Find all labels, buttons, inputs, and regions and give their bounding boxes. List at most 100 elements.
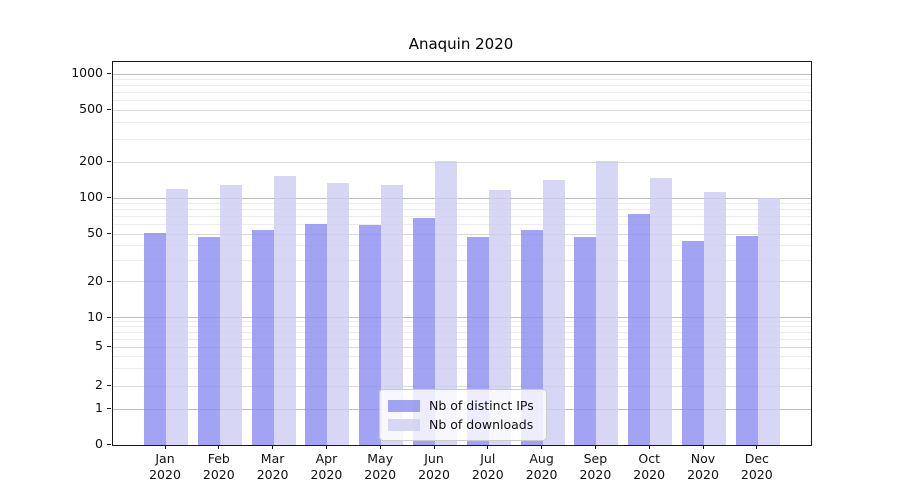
y-tick-label-1: 1: [95, 400, 103, 415]
gridline-y-30: [113, 259, 811, 261]
y-tick-label-200: 200: [79, 153, 103, 169]
bar-downloads-aug-2020: [542, 179, 565, 445]
gridline-y-900: [113, 79, 811, 81]
bar-distinct-ips-may-2020: [359, 225, 382, 445]
gridline-y-70: [113, 216, 811, 218]
gridline-y-20: [113, 281, 811, 282]
gridline-y-600: [113, 100, 811, 102]
gridline-y-9: [113, 321, 811, 323]
gridline-y-40: [113, 245, 811, 247]
bar-distinct-ips-oct-2020: [628, 213, 651, 445]
y-tick-label-500: 500: [79, 101, 103, 117]
x-tick-may: [379, 445, 381, 449]
bar-downloads-mar-2020: [273, 176, 296, 445]
x-tick-label-oct-2020: Oct 2020: [633, 451, 666, 482]
bar-distinct-ips-jan-2020: [144, 232, 166, 445]
bar-downloads-dec-2020: [757, 198, 780, 445]
gridline-y-8: [113, 326, 811, 328]
x-tick-jun: [433, 445, 435, 449]
gridline-y-400: [113, 122, 811, 124]
legend-item-distinct-ips: Nb of distinct IPs: [388, 396, 537, 415]
legend-label-downloads: Nb of downloads: [429, 417, 534, 432]
gridline-y-4: [113, 355, 811, 357]
x-tick-nov: [702, 445, 704, 449]
x-tick-label-nov-2020: Nov 2020: [687, 451, 719, 482]
x-tick-dec: [756, 445, 758, 449]
x-tick-feb: [218, 445, 220, 449]
y-tick-20: [107, 280, 111, 282]
x-tick-jan: [164, 445, 166, 449]
legend-label-distinct-ips: Nb of distinct IPs: [429, 398, 534, 413]
y-tick-label-10: 10: [87, 308, 103, 324]
x-tick-mar: [272, 445, 274, 449]
bar-distinct-ips-nov-2020: [682, 240, 704, 445]
x-tick-label-may-2020: May 2020: [364, 451, 397, 482]
gridline-y-200: [113, 161, 811, 163]
legend-swatch-distinct-ips: [388, 399, 420, 412]
bar-downloads-jan-2020: [166, 189, 188, 445]
x-tick-label-aug-2020: Aug 2020: [525, 451, 558, 482]
bar-downloads-sep-2020: [596, 160, 619, 445]
gridline-y-50: [113, 233, 811, 235]
gridline-y-2: [113, 385, 811, 387]
x-tick-oct: [648, 445, 650, 449]
x-tick-label-jul-2020: Jul 2020: [471, 451, 504, 482]
gridline-y-300: [113, 138, 811, 140]
x-tick-label-dec-2020: Dec 2020: [740, 451, 773, 482]
x-tick-label-sep-2020: Sep 2020: [579, 451, 612, 482]
y-tick-10: [107, 316, 111, 318]
bar-downloads-nov-2020: [704, 191, 726, 445]
gridline-y-60: [113, 224, 811, 226]
bar-downloads-may-2020: [381, 185, 404, 445]
plot-area: Nb of distinct IPs Nb of downloads: [112, 61, 812, 446]
y-tick-1000: [107, 73, 111, 75]
x-tick-sep: [594, 445, 596, 449]
y-tick-0: [107, 444, 111, 445]
y-tick-label-0: 0: [95, 436, 103, 451]
chart-title: Anaquin 2020: [408, 35, 514, 53]
gridline-y-100: [113, 197, 811, 199]
x-tick-jul: [487, 445, 489, 449]
gridline-y-80: [113, 209, 811, 211]
y-tick-5: [107, 346, 111, 347]
gridline-y-7: [113, 332, 811, 334]
x-tick-label-apr-2020: Apr 2020: [310, 451, 343, 482]
legend: Nb of distinct IPs Nb of downloads: [379, 389, 547, 441]
x-tick-label-mar-2020: Mar 2020: [256, 451, 289, 482]
y-tick-2: [107, 385, 111, 386]
gridline-y-6: [113, 338, 811, 340]
gridline-y-90: [113, 202, 811, 204]
y-tick-500: [107, 109, 111, 111]
bar-distinct-ips-sep-2020: [574, 237, 597, 445]
bar-downloads-feb-2020: [219, 184, 242, 445]
gridline-y-3: [113, 368, 811, 370]
bar-downloads-oct-2020: [650, 177, 673, 445]
gridline-y-5: [113, 346, 811, 348]
y-tick-label-100: 100: [79, 189, 103, 204]
y-tick-label-1000: 1000: [71, 65, 103, 81]
bar-distinct-ips-dec-2020: [735, 236, 758, 445]
gridline-y-500: [113, 109, 811, 111]
x-tick-label-jan-2020: Jan 2020: [149, 451, 181, 482]
y-tick-100: [107, 197, 111, 198]
legend-item-downloads: Nb of downloads: [388, 415, 537, 434]
gridline-y-10: [113, 317, 811, 318]
x-tick-label-feb-2020: Feb 2020: [202, 451, 235, 482]
gridline-y-700: [113, 92, 811, 94]
x-tick-aug: [541, 445, 543, 449]
y-tick-label-5: 5: [95, 338, 103, 353]
y-tick-label-2: 2: [95, 377, 103, 392]
x-tick-label-jun-2020: Jun 2020: [418, 451, 450, 482]
bar-distinct-ips-feb-2020: [197, 237, 220, 445]
bar-distinct-ips-apr-2020: [305, 223, 328, 445]
bar-distinct-ips-jun-2020: [413, 218, 435, 445]
legend-swatch-downloads: [388, 418, 420, 431]
x-tick-apr: [325, 445, 327, 449]
y-tick-label-20: 20: [87, 272, 103, 288]
bar-downloads-jun-2020: [435, 160, 457, 445]
bar-distinct-ips-mar-2020: [251, 230, 274, 445]
bar-downloads-apr-2020: [327, 183, 350, 445]
bar-downloads-jul-2020: [488, 190, 511, 445]
y-tick-50: [107, 233, 111, 234]
